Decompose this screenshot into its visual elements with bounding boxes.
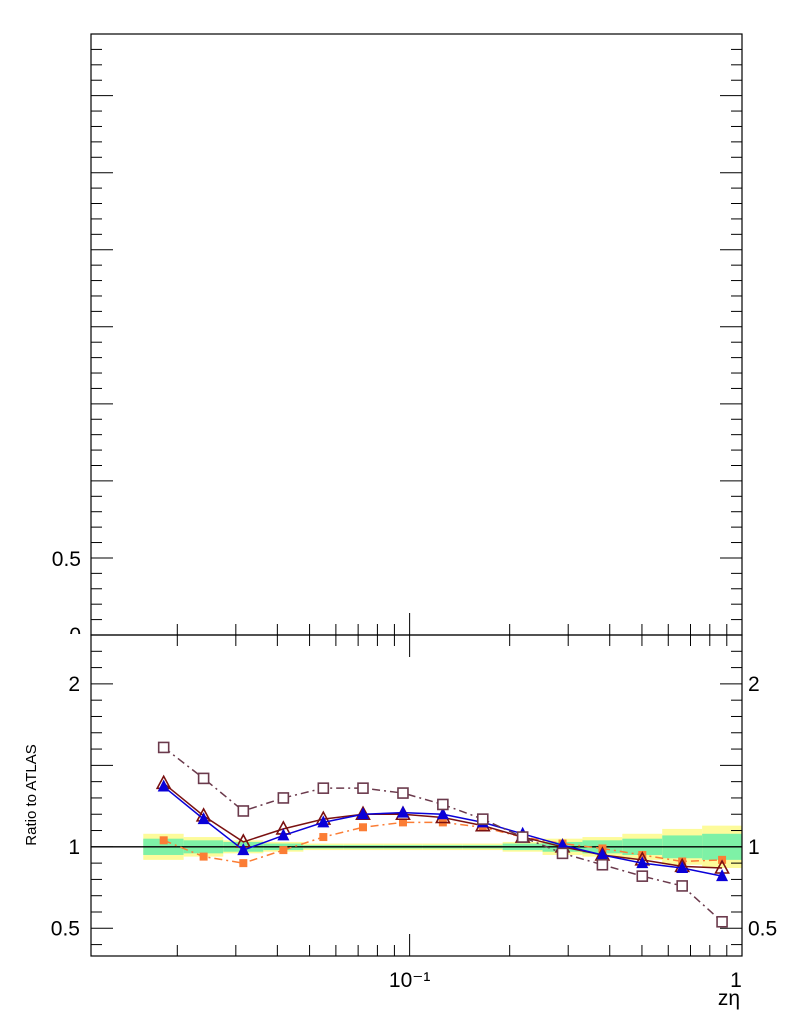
x-tick-label-0.1: 10⁻¹ (389, 969, 430, 992)
series-3-point (277, 792, 290, 804)
series-2-point (716, 869, 729, 882)
bottom-panel: 0.5 1 2 0.5 1 2 10⁻¹ 1 Ratio to ATLAS zη (23, 613, 777, 1010)
y-tick-label-right-1: 1 (748, 836, 760, 859)
series-3-point (636, 870, 649, 882)
series-2-point (676, 861, 689, 874)
x-axis-label: zη (718, 987, 740, 1010)
series-3-point (437, 798, 449, 811)
y-axis-label: Ratio to ATLAS (23, 744, 40, 845)
y-tick-label-right-2: 2 (748, 673, 760, 696)
series-0-point (359, 823, 368, 832)
series-2-point (636, 856, 649, 869)
top-y-tick-label-0.5: 0.5 (52, 548, 81, 571)
series-2-point (237, 843, 250, 856)
series-0-point (199, 852, 208, 861)
series-3-point (516, 831, 529, 843)
series-0-point (279, 846, 288, 855)
series-0-point (638, 850, 647, 859)
series-0-point (239, 859, 248, 868)
top-panel-ticks (91, 33, 742, 636)
series-3-point (237, 805, 250, 817)
series-2-point (277, 828, 290, 841)
series-3-point (716, 915, 728, 928)
top-y-tick-label-0: 0 (69, 624, 81, 647)
y-tick-label-left-2: 2 (68, 673, 80, 696)
series-0-point (159, 836, 168, 845)
series-2-point (396, 805, 409, 818)
series-2-point (197, 812, 210, 825)
series-3-point (397, 787, 409, 799)
series-2-point (596, 847, 609, 860)
series-3-point (197, 772, 210, 785)
y-tick-label-left-1: 1 (68, 836, 80, 859)
series-3-point (157, 741, 170, 754)
series-2-point (436, 807, 449, 820)
y-tick-label-right-0.5: 0.5 (748, 917, 777, 940)
series-3-point (476, 813, 489, 825)
series-2-point (357, 807, 370, 820)
series-3-point (357, 782, 369, 794)
series-3-point (556, 847, 569, 860)
series-3-point (596, 858, 609, 871)
series-2-point (317, 815, 330, 828)
top-panel: 0.5 0 (52, 33, 743, 647)
x-tick-label-1: 1 (730, 969, 742, 992)
y-tick-label-left-0.5: 0.5 (51, 917, 80, 940)
series-0-point (398, 818, 407, 827)
bottom-panel-frame (90, 634, 743, 957)
series-3-point (676, 880, 688, 892)
bottom-panel-ticks (91, 613, 743, 956)
series-2-point (556, 838, 569, 851)
top-panel-frame (90, 33, 743, 636)
series-2-point (157, 779, 170, 792)
series-3-point (317, 782, 330, 794)
series-0-point (319, 833, 328, 842)
series-layer (155, 741, 730, 928)
